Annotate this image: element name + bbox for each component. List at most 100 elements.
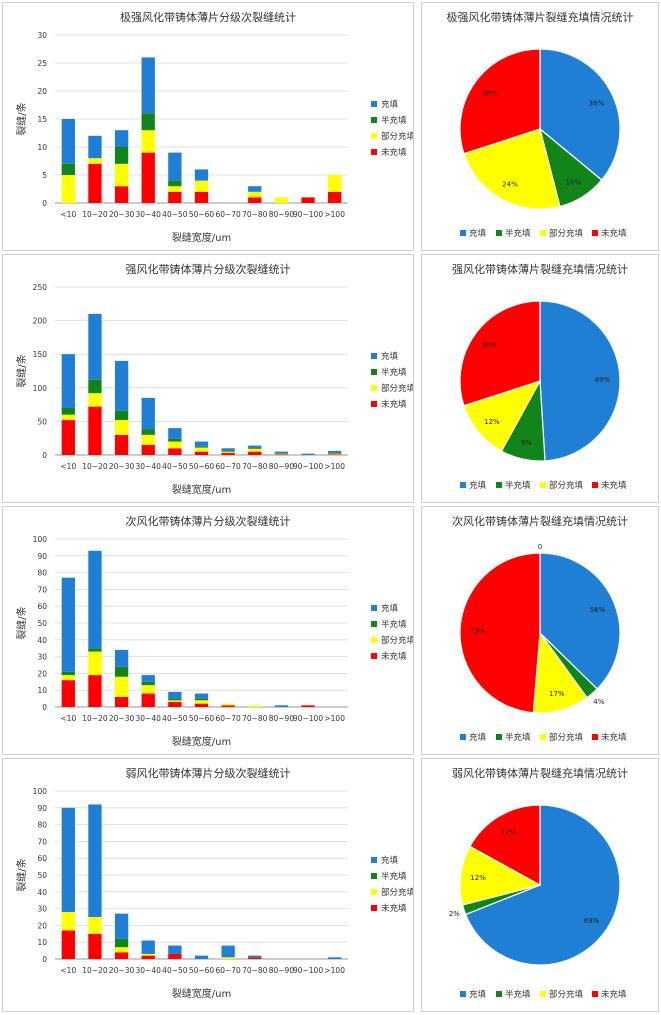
bar-segment <box>168 945 182 954</box>
legend-swatch <box>592 734 598 740</box>
legend-swatch <box>592 230 598 236</box>
x-tick-label: 90~100 <box>293 714 323 723</box>
bar-segment <box>114 163 129 187</box>
bar-segment <box>328 175 342 192</box>
x-tick-label: 10~20 <box>82 210 108 219</box>
bar-segment <box>88 917 102 934</box>
y-tick-label: 10 <box>37 143 47 152</box>
bar-segment <box>168 691 182 699</box>
y-tick-label: 40 <box>37 888 47 897</box>
x-tick-label: 40~50 <box>162 210 188 219</box>
bar-segment <box>61 930 75 959</box>
x-tick-label: 40~50 <box>162 966 188 975</box>
pie-slice-label: 24% <box>502 181 518 189</box>
legend-swatch <box>371 889 377 895</box>
y-axis-title: 裂缝/条 <box>15 858 28 891</box>
legend-label: 半充填 <box>505 480 531 491</box>
legend-swatch <box>371 653 377 659</box>
x-tick-label: 90~100 <box>293 966 323 975</box>
x-tick-label: 70~80 <box>242 462 268 471</box>
legend-swatch <box>371 621 377 627</box>
bar-segment <box>88 651 102 676</box>
legend-label: 未充填 <box>381 651 407 662</box>
y-tick-label: 30 <box>37 905 47 914</box>
legend-swatch <box>460 991 466 997</box>
bar-segment <box>141 675 155 682</box>
x-tick-label: 20~30 <box>109 210 135 219</box>
bar-segment <box>61 163 75 175</box>
bar-segment <box>114 938 129 948</box>
legend-swatch <box>371 133 377 139</box>
x-tick-label: >100 <box>324 462 345 471</box>
bar-segment <box>194 191 209 203</box>
bar-segment <box>88 158 102 164</box>
bar-segment <box>88 379 102 394</box>
bar-segment <box>168 180 182 187</box>
bar-segment <box>114 410 129 421</box>
bar-segment <box>141 429 155 435</box>
pie-extra-label: 0 <box>538 543 542 551</box>
bar-panel-2: 强风化带铸体薄片分级次裂缝统计 0 50 100 150 200 250 <10 10~20 20… <box>2 254 414 503</box>
x-tick-label: 20~30 <box>109 966 135 975</box>
pie-slice-label: 10% <box>566 179 582 187</box>
y-tick-label: 100 <box>33 787 48 796</box>
legend-swatch <box>460 482 466 488</box>
pie-slice-label: 17% <box>500 828 516 836</box>
bar-segment <box>168 438 182 442</box>
pie-slice <box>464 804 621 966</box>
pie-slice <box>463 379 542 452</box>
bar-segment <box>168 152 182 181</box>
bar-segment <box>168 448 182 455</box>
bar-segment <box>88 135 102 159</box>
bar-segment <box>88 648 102 652</box>
bar-segment <box>168 953 182 959</box>
pie-slice <box>463 128 561 210</box>
bar-panel-3: 次风化带铸体薄片分级次裂缝统计 0 10 20 30 40 50 60 70 80 90 100 <10… <box>2 506 414 755</box>
legend-label: 部分充填 <box>549 732 584 743</box>
pie-slice <box>539 300 621 462</box>
bar-segment <box>88 163 102 203</box>
legend-label: 未充填 <box>381 147 407 158</box>
pie-slice-label: 12% <box>484 418 500 426</box>
y-tick-label: 50 <box>37 417 47 426</box>
x-tick-label: 50~60 <box>189 966 215 975</box>
y-tick-label: 10 <box>37 686 47 695</box>
y-tick-label: 20 <box>37 87 47 96</box>
y-tick-label: 0 <box>42 955 47 964</box>
bar-segment <box>194 441 209 447</box>
pie-slice-label: 9% <box>521 439 532 447</box>
bar-segment <box>274 705 289 707</box>
bar-segment <box>194 180 209 192</box>
y-axis-title: 裂缝/条 <box>15 606 28 639</box>
legend-swatch <box>371 905 377 911</box>
legend-swatch <box>460 230 466 236</box>
bar-segment <box>168 191 182 203</box>
bar-segment <box>328 453 342 455</box>
bar-segment <box>141 955 155 959</box>
y-tick-label: 0 <box>42 451 47 460</box>
legend-swatch <box>592 482 598 488</box>
bar-chart-title: 极强风化带铸体薄片分级次裂缝统计 <box>120 10 296 24</box>
bar-segment <box>141 434 155 445</box>
bar-segment <box>328 957 342 959</box>
x-tick-label: <10 <box>60 462 76 471</box>
x-tick-label: 60~70 <box>215 966 241 975</box>
bar-segment <box>61 420 75 455</box>
bar-segment <box>301 197 315 203</box>
bar-segment <box>274 452 289 454</box>
x-tick-label: >100 <box>324 966 345 975</box>
x-tick-label: 80~90 <box>269 714 295 723</box>
pie-panel-1: 极强风化带铸体薄片裂缝充填情况统计 36% 10% 24% 30% 充填 半充填 部分充填 未充… <box>421 2 659 251</box>
y-tick-label: 80 <box>37 569 47 578</box>
pie-slice-label: 73% <box>470 627 486 635</box>
legend-swatch <box>540 734 546 740</box>
pie-slice-label: 4% <box>593 698 604 706</box>
legend-label: 半充填 <box>505 732 531 743</box>
x-tick-label: 30~40 <box>136 462 162 471</box>
pie-slice-label: 12% <box>470 874 486 882</box>
bar-segment <box>328 450 342 453</box>
bar-segment <box>221 957 235 959</box>
x-tick-label: 60~70 <box>215 714 241 723</box>
bar-segment <box>248 448 262 452</box>
x-axis-title: 裂缝宽度/um <box>172 987 231 1000</box>
